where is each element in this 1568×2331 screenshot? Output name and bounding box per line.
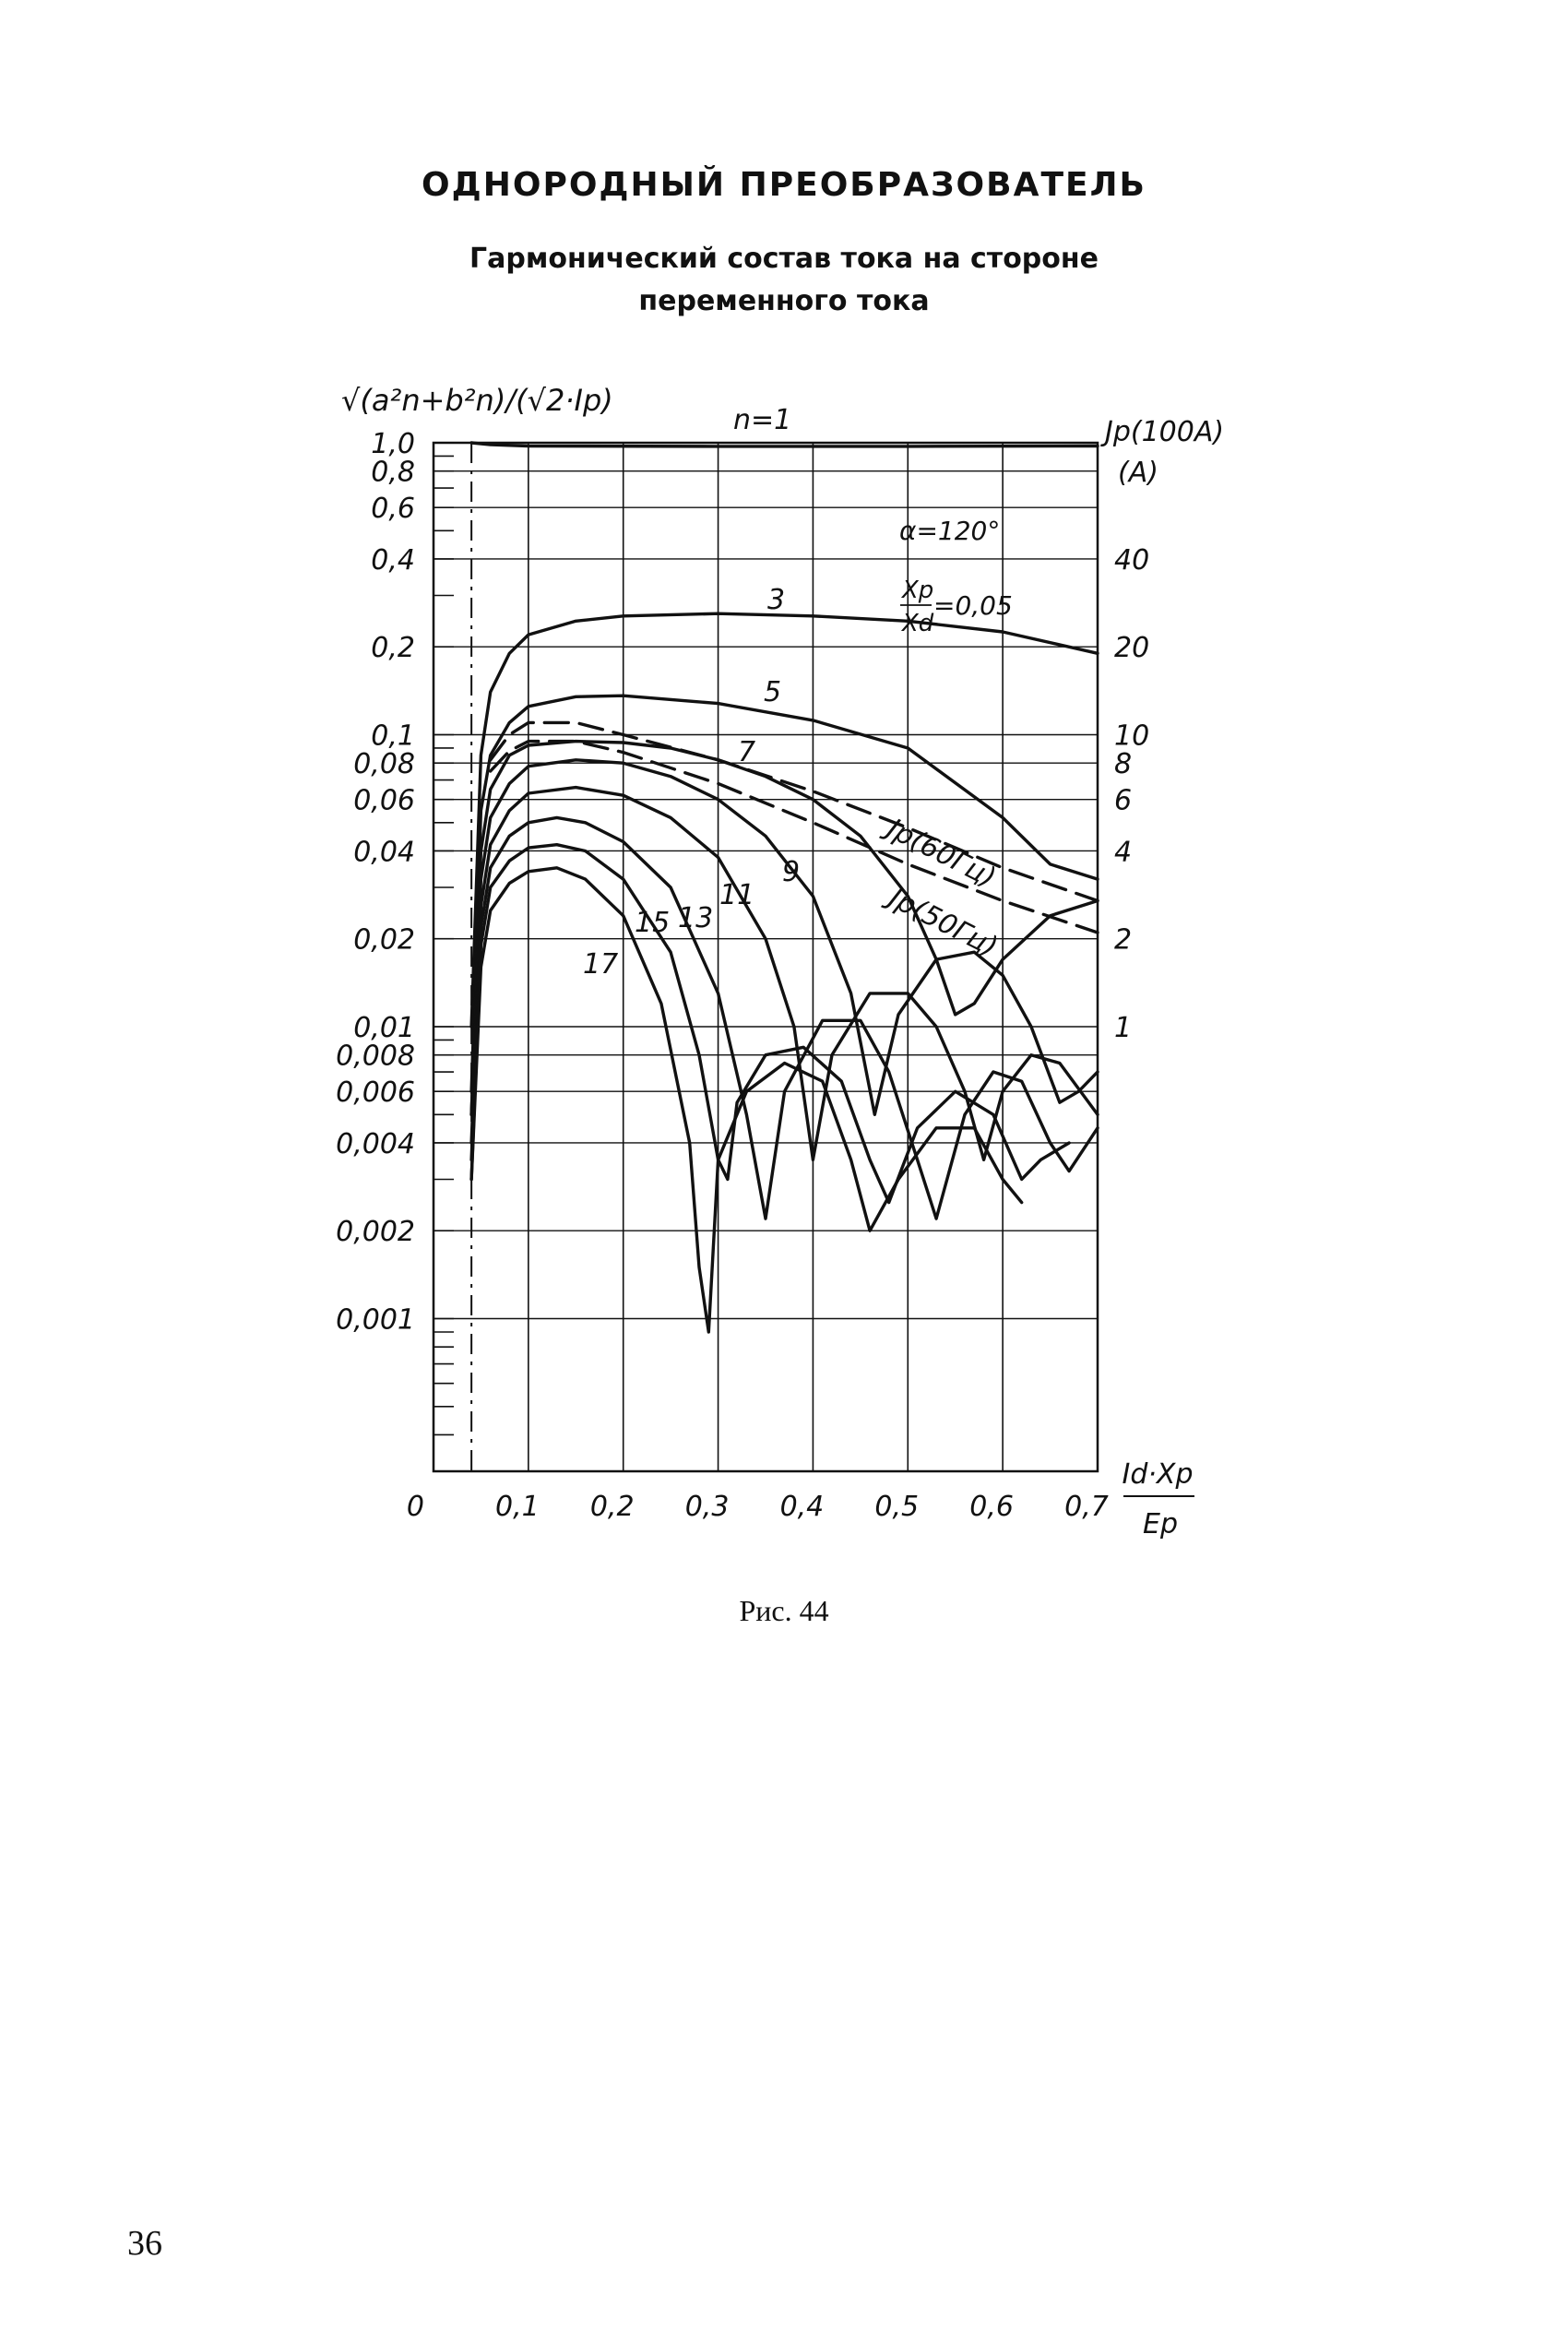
curve-9 [469,758,1099,1117]
x-tick-label: 0,1 [495,1491,540,1523]
x-tick-label: 0 [407,1491,424,1523]
x-tick-label: 0,7 [1064,1491,1109,1523]
y-tick-label: 0,004 [336,1128,415,1160]
curve-3 [469,612,1099,1029]
curve-label: 15 [635,907,670,939]
right-tick-label: 20 [1114,632,1149,664]
x-tick-label: 0,2 [590,1491,635,1523]
page-title: ОДНОРОДНЫЙ ПРЕОБРАЗОВАТЕЛЬ [422,166,1146,204]
ratio-value: =0,05 [933,590,1013,621]
figure-caption: Рис. 44 [739,1594,829,1627]
y-tick-label: 0,4 [371,544,415,577]
curve-label: 11 [719,879,754,911]
y-tick-label: 0,2 [371,632,415,664]
curve-label: 9 [782,856,800,888]
subtitle-line-1: Гармонический состав тока на стороне [469,243,1099,275]
x-axis-title-denominator: Ep [1143,1508,1178,1540]
chart-curves [469,441,1099,1334]
curve-15 [469,843,1071,1205]
right-axis-unit: (A) [1118,457,1158,489]
y-tick-label: 0,008 [336,1041,415,1073]
x-tick-label: 0,3 [685,1491,730,1523]
right-axis-title: Jp(100A) [1100,416,1224,448]
curve-jp-50hz- [489,739,1099,934]
y-tick-label: 0,006 [336,1076,415,1109]
y-tick-label: 0,02 [353,924,415,957]
y-axis-title: √(a²n+b²n)/(√2·Ip) [341,383,613,418]
chart-axes [432,441,1099,1473]
chart-labels: 1,00,80,60,40,20,10,080,060,040,020,010,… [336,383,1224,1540]
curve-11 [469,785,1099,1162]
curve-17 [469,866,1024,1334]
curve-label: 7 [738,736,755,768]
curve-label: n=1 [733,404,791,436]
x-axis-title-numerator: Id·Xp [1122,1458,1193,1491]
harmonics-chart: 1,00,80,60,40,20,10,080,060,040,020,010,… [336,383,1224,1540]
curve-label: 17 [583,948,618,981]
right-tick-label: 10 [1114,720,1149,753]
right-tick-label: 1 [1114,1012,1132,1044]
curve-13 [469,815,1099,1220]
right-tick-label: 40 [1114,544,1149,577]
x-tick-label: 0,4 [780,1491,825,1523]
curve-7 [469,739,1099,1117]
curve-jp-60hz- [489,720,1099,903]
x-tick-label: 0,5 [874,1491,919,1523]
curve-n-1 [469,441,1099,448]
page-number: 36 [127,2224,162,2263]
y-tick-label: 0,06 [353,785,415,817]
alpha-annotation: α=120° [899,516,1000,546]
y-tick-label: 0,1 [371,720,415,753]
ratio-denominator: Xd [900,610,934,637]
subtitle-line-2: переменного тока [638,285,930,317]
curve-5 [469,694,1099,1093]
y-tick-label: 0,8 [371,457,415,489]
ratio-numerator: Xp [900,577,933,604]
y-tick-label: 0,6 [371,493,415,525]
y-tick-label: 0,01 [353,1012,415,1044]
curve-label: 5 [764,676,781,708]
right-tick-label: 6 [1114,785,1132,817]
right-tick-label: 2 [1114,924,1132,957]
y-tick-label: 0,001 [336,1304,415,1337]
plot-frame [432,441,1099,1473]
curve-label: 3 [767,584,785,616]
right-tick-label: 4 [1114,836,1132,868]
page-subtitle: Гармонический состав тока на стороне пер… [0,238,1568,323]
right-tick-label: 8 [1114,748,1132,780]
y-tick-label: 1,0 [371,428,415,460]
curve-label: 13 [678,902,713,934]
y-tick-label: 0,002 [336,1216,415,1248]
y-tick-label: 0,04 [353,836,415,868]
y-tick-label: 0,08 [353,748,415,780]
x-tick-label: 0,6 [969,1491,1014,1523]
